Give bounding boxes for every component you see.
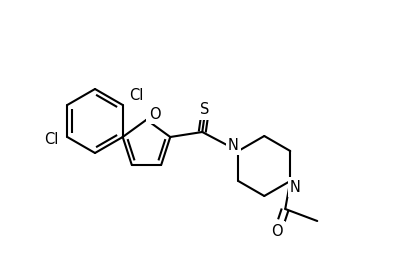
Text: N: N bbox=[290, 180, 301, 194]
Text: O: O bbox=[272, 224, 283, 239]
Text: S: S bbox=[200, 102, 209, 117]
Text: N: N bbox=[228, 138, 239, 153]
Text: O: O bbox=[149, 107, 160, 122]
Text: Cl: Cl bbox=[130, 88, 144, 102]
Text: Cl: Cl bbox=[44, 132, 59, 147]
